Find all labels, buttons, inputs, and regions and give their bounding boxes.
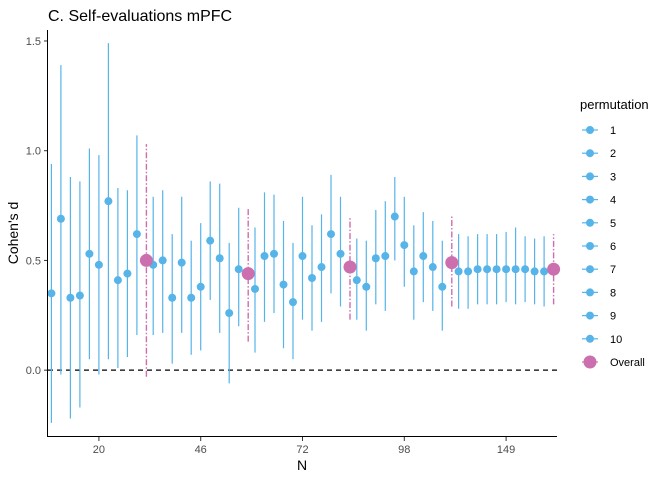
- permutation-point: [521, 265, 530, 274]
- x-tick-label: 98: [398, 444, 410, 456]
- permutation-point: [540, 267, 549, 276]
- permutation-point: [409, 267, 418, 276]
- permutation-point: [270, 249, 278, 258]
- legend-entry-label: 3: [610, 171, 616, 183]
- y-axis-ticks: 0.0 0.5 1.0 1.5: [26, 36, 48, 377]
- permutation-point: [400, 241, 409, 250]
- permutation-point: [187, 293, 196, 302]
- permutation-point: [158, 256, 167, 265]
- overall-point: [241, 267, 255, 281]
- permutation-point: [225, 309, 234, 318]
- permutation-point: [123, 269, 132, 278]
- legend-key-point: [586, 265, 594, 274]
- permutation-point: [511, 265, 520, 274]
- permutation-point: [371, 254, 380, 263]
- permutation-point: [66, 293, 75, 302]
- x-axis-label: N: [297, 457, 307, 473]
- permutation-point: [215, 254, 224, 263]
- permutation-point: [251, 284, 259, 293]
- legend-entry-label: Overall: [610, 357, 645, 369]
- overall-point: [139, 253, 153, 267]
- x-tick-label: 20: [93, 444, 105, 456]
- legend-entry-label: 8: [610, 287, 616, 299]
- legend-key-point: [586, 195, 594, 204]
- legend-key-point: [583, 355, 597, 369]
- overall-point: [445, 256, 459, 270]
- permutation-point: [419, 252, 428, 261]
- y-tick-label: 1.5: [26, 36, 41, 48]
- legend-entry-label: 7: [610, 264, 616, 276]
- permutation-point: [454, 267, 463, 276]
- x-tick-label: 149: [497, 444, 515, 456]
- legend-key-point: [586, 218, 594, 227]
- legend-key-point: [586, 242, 594, 250]
- permutation-point: [362, 282, 371, 291]
- permutation-point: [289, 298, 297, 307]
- permutation-point: [168, 293, 177, 302]
- permutation-point: [234, 265, 243, 274]
- permutation-point: [390, 212, 399, 221]
- permutation-point: [177, 258, 186, 267]
- permutation-point: [438, 282, 447, 291]
- permutation-point: [113, 276, 122, 285]
- legend-entry-label: 1: [610, 125, 616, 137]
- permutation-point: [196, 282, 205, 291]
- x-axis-ticks: 20 46 72 98 149: [93, 437, 515, 456]
- legend: permutation 1 2 3 4 5 6 7 8 9 10 Overall: [580, 97, 649, 369]
- permutation-point: [473, 265, 482, 274]
- legend-entry-label: 5: [610, 218, 616, 230]
- permutation-point: [352, 276, 361, 285]
- legend-entry-label: 9: [610, 311, 616, 323]
- permutation-point: [308, 273, 316, 282]
- legend-entry-label: 10: [610, 334, 622, 346]
- legend-key-point: [586, 311, 594, 320]
- overall-point: [343, 260, 357, 274]
- overall-point: [547, 262, 561, 276]
- x-tick-label: 72: [296, 444, 308, 456]
- permutation-point: [132, 230, 141, 239]
- permutation-point: [104, 197, 113, 206]
- plot-area: [47, 43, 561, 423]
- permutation-point: [206, 236, 215, 245]
- permutation-point: [47, 289, 56, 298]
- permutation-point: [327, 230, 335, 239]
- permutation-point: [317, 263, 326, 272]
- permutation-point: [56, 214, 65, 223]
- chart-title: C. Self-evaluations mPFC: [48, 8, 232, 25]
- permutation-point: [502, 265, 511, 274]
- permutation-point: [75, 291, 84, 300]
- permutation-point: [336, 249, 345, 258]
- legend-key-point: [586, 126, 594, 134]
- legend-key-point: [586, 288, 594, 297]
- permutation-point: [85, 249, 94, 258]
- permutation-point: [483, 265, 492, 274]
- legend-entry-label: 2: [610, 148, 616, 160]
- legend-key-point: [586, 149, 594, 158]
- permutation-point: [530, 267, 539, 276]
- permutation-point: [279, 280, 288, 289]
- permutation-point: [260, 252, 269, 261]
- x-tick-label: 46: [195, 444, 207, 456]
- permutation-point: [464, 267, 473, 276]
- y-tick-label: 0.0: [26, 365, 41, 377]
- legend-key-point: [586, 172, 594, 181]
- permutation-point: [381, 252, 390, 261]
- legend-entry-label: 6: [610, 241, 616, 253]
- legend-key-point: [586, 334, 594, 343]
- y-tick-label: 1.0: [26, 146, 41, 158]
- permutation-point: [94, 260, 103, 269]
- permutation-point: [428, 263, 437, 272]
- legend-title: permutation: [580, 97, 649, 112]
- y-axis-label: Cohen's d: [5, 202, 21, 265]
- legend-entry-label: 4: [610, 195, 616, 207]
- y-tick-label: 0.5: [26, 255, 41, 267]
- permutation-point: [492, 265, 501, 274]
- permutation-point: [298, 252, 307, 261]
